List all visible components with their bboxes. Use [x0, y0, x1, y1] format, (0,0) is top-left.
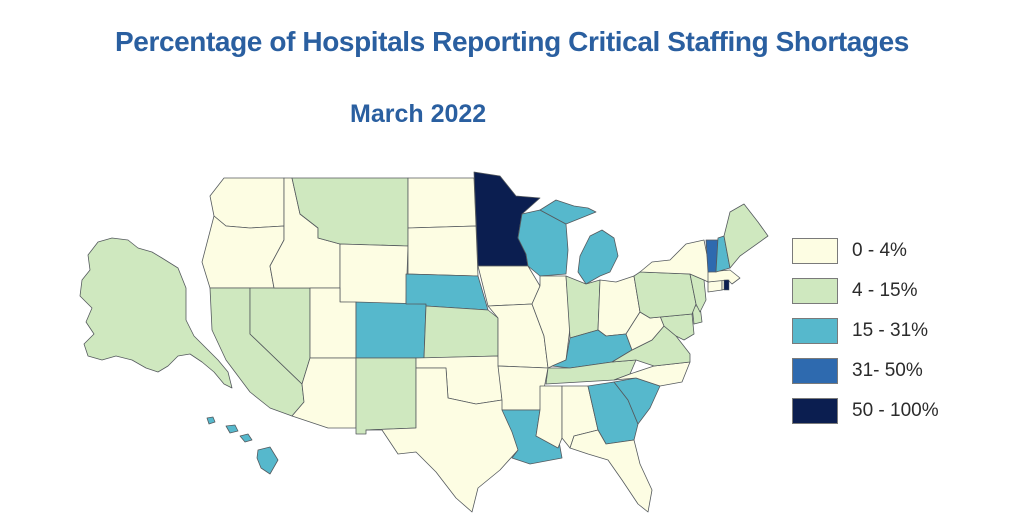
state-md[interactable] [649, 313, 695, 341]
state-mi-upper[interactable] [539, 199, 597, 225]
legend-swatch-31-50 [792, 358, 838, 384]
legend-label-0-4: 0 - 4% [852, 240, 907, 261]
legend-swatch-4-15 [792, 278, 838, 304]
state-tn[interactable] [545, 359, 637, 385]
map-subtitle: March 2022 [350, 100, 487, 128]
map-title: Percentage of Hospitals Reporting Critic… [115, 26, 909, 57]
legend-label-31-50: 31- 50% [852, 360, 923, 381]
state-ma[interactable] [707, 269, 741, 285]
state-hi[interactable] [206, 416, 279, 475]
legend-swatch-0-4 [792, 238, 838, 264]
state-mi[interactable] [577, 229, 619, 285]
legend-row-31-50: 31- 50% [792, 358, 982, 386]
state-fl[interactable] [569, 429, 653, 513]
legend-row-0-4: 0 - 4% [792, 238, 982, 266]
state-in[interactable] [565, 275, 601, 339]
state-ia[interactable] [477, 265, 541, 307]
state-me[interactable] [723, 203, 769, 269]
state-ak[interactable] [79, 237, 233, 389]
legend-label-15-31: 15 - 31% [852, 320, 929, 341]
rhode-island-marker [723, 279, 730, 291]
legend-row-4-15: 4 - 15% [792, 278, 982, 306]
state-nm[interactable] [355, 357, 417, 435]
legend-label-4-15: 4 - 15% [852, 280, 918, 301]
state-ks[interactable] [423, 305, 499, 359]
legend-label-50-100: 50 - 100% [852, 400, 939, 421]
state-co[interactable] [355, 301, 427, 359]
state-nd[interactable] [407, 177, 477, 229]
state-wa[interactable] [209, 177, 285, 229]
legend-row-15-31: 15 - 31% [792, 318, 982, 346]
state-pa[interactable] [633, 271, 697, 319]
legend-swatch-50-100 [792, 398, 838, 424]
state-tx[interactable] [365, 367, 519, 513]
legend-row-50-100: 50 - 100% [792, 398, 982, 426]
state-wy[interactable] [339, 243, 409, 305]
state-sd[interactable] [407, 225, 479, 277]
legend-swatch-15-31 [792, 318, 838, 344]
